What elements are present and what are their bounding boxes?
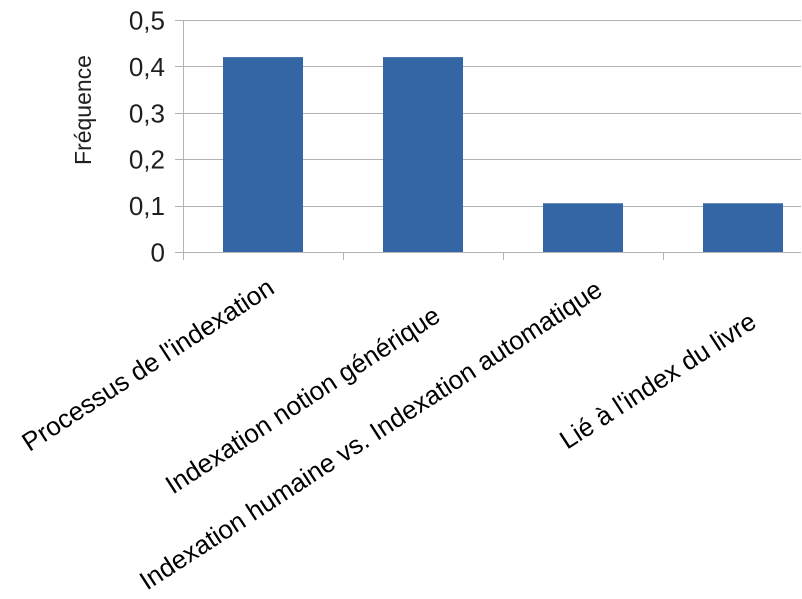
y-tick-label-5: 0,5 <box>129 6 165 36</box>
y-axis-title: Fréquence <box>70 55 96 165</box>
bars <box>223 57 783 253</box>
axes <box>175 20 664 260</box>
y-tick-labels: 0 0,1 0,2 0,3 0,4 0,5 <box>129 6 165 268</box>
y-tick-label-2: 0,2 <box>129 145 165 175</box>
bar-2 <box>543 203 623 252</box>
y-tick-label-0: 0 <box>151 238 165 268</box>
bar-1 <box>383 57 463 253</box>
bar-0 <box>223 57 303 253</box>
y-tick-label-4: 0,4 <box>129 52 165 82</box>
y-tick-label-1: 0,1 <box>129 191 165 221</box>
y-tick-label-3: 0,3 <box>129 98 165 128</box>
bar-3 <box>703 203 783 252</box>
